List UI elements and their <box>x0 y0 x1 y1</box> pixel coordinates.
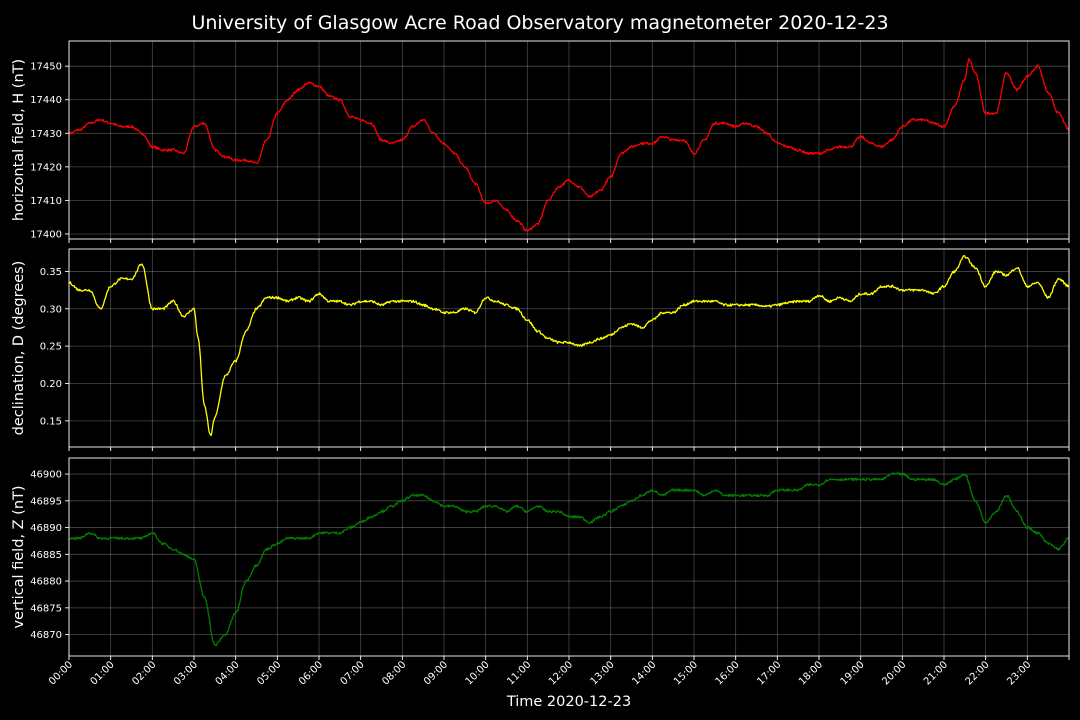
x-tick-label: 06:00 <box>297 659 325 687</box>
y-axis-label: declination, D (degrees) <box>11 261 27 436</box>
x-tick-label: 23:00 <box>1005 659 1033 687</box>
panel-frame <box>68 457 1070 657</box>
y-tick-label: 46875 <box>30 603 62 614</box>
x-tick-label: 09:00 <box>422 659 450 687</box>
x-tick-label: 12:00 <box>547 659 575 687</box>
x-tick-label: 13:00 <box>589 659 617 687</box>
x-tick-label: 16:00 <box>714 659 742 687</box>
x-tick-label: 19:00 <box>839 659 867 687</box>
y-tick-label: 0.20 <box>40 379 62 390</box>
panel-frame <box>68 248 1070 448</box>
y-tick-label: 46870 <box>30 630 62 641</box>
x-tick-label: 20:00 <box>880 659 908 687</box>
x-tick-label: 07:00 <box>339 659 367 687</box>
x-axis-label: Time 2020-12-23 <box>506 694 631 710</box>
y-axis-label: horizontal field, H (nT) <box>11 59 27 221</box>
x-tick-label: 18:00 <box>797 659 825 687</box>
y-tick-label: 46890 <box>30 523 62 534</box>
y-tick-label: 0.25 <box>40 342 62 353</box>
x-tick-label: 17:00 <box>755 659 783 687</box>
y-tick-label: 46895 <box>30 496 62 507</box>
x-tick-label: 08:00 <box>380 659 408 687</box>
y-tick-label: 17450 <box>30 62 62 73</box>
y-tick-label: 17410 <box>30 196 62 207</box>
panel-vertical: 46870 46875 46880 46885 46890 46895 46900verti… <box>11 457 1070 688</box>
x-tick-label: 00:00 <box>47 659 75 687</box>
series-line-vertical <box>68 472 1070 647</box>
series-line-declination <box>68 254 1070 437</box>
y-tick-label: 46885 <box>30 550 62 561</box>
y-tick-label: 46880 <box>30 577 62 588</box>
x-tick-label: 05:00 <box>255 659 283 687</box>
chart-panels: 17400 17410 17420 17430 17440 17450horizontal… <box>11 40 1070 688</box>
y-axis-label: vertical field, Z (nT) <box>11 485 27 628</box>
y-tick-label: 46900 <box>30 470 62 481</box>
x-tick-label: 22:00 <box>964 659 992 687</box>
x-tick-label: 15:00 <box>672 659 700 687</box>
x-tick-label: 02:00 <box>130 659 158 687</box>
chart-title: University of Glasgow Acre Road Observat… <box>191 12 888 34</box>
y-tick-label: 17430 <box>30 129 62 140</box>
y-tick-label: 0.15 <box>40 416 62 427</box>
panel-horizontal: 17400 17410 17420 17430 17440 17450horizontal… <box>11 40 1070 243</box>
y-tick-label: 0.35 <box>40 267 62 278</box>
x-tick-label: 03:00 <box>172 659 200 687</box>
x-tick-label: 01:00 <box>89 659 117 687</box>
x-tick-label: 10:00 <box>464 659 492 687</box>
x-tick-label: 21:00 <box>922 659 950 687</box>
x-tick-label: 04:00 <box>214 659 242 687</box>
x-tick-label: 14:00 <box>630 659 658 687</box>
y-tick-label: 0.30 <box>40 304 62 315</box>
y-tick-label: 17440 <box>30 95 62 106</box>
series-line-horizontal <box>68 57 1070 232</box>
panel-declination: 0.15 0.20 0.25 0.30 0.35 declination, D (degr… <box>11 248 1070 451</box>
panel-frame <box>68 40 1070 240</box>
y-tick-label: 17420 <box>30 162 62 173</box>
y-tick-label: 17400 <box>30 229 62 240</box>
x-tick-label: 11:00 <box>505 659 533 687</box>
